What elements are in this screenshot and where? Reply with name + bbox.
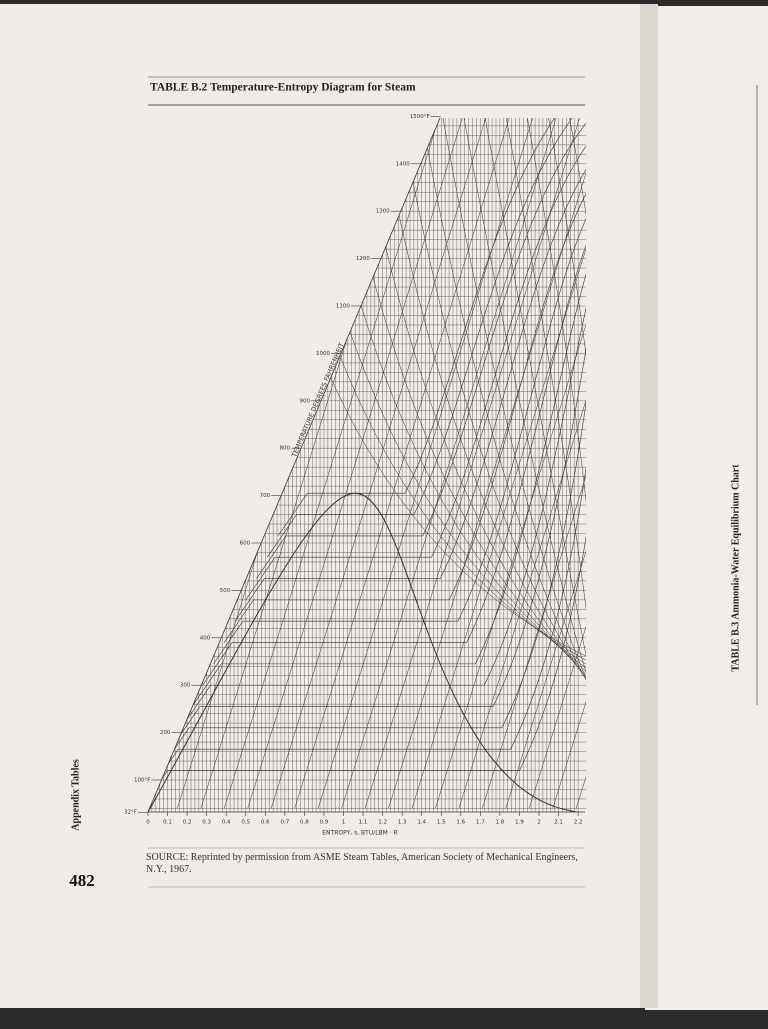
x-tick-label: 1.7 (476, 820, 485, 826)
x-tick-label: 0.7 (280, 820, 289, 826)
volume-curve (484, 118, 586, 714)
side-label: Appendix Tables (70, 759, 81, 831)
x-tick-label: 1.6 (456, 820, 465, 826)
source-box: SOURCE: Reprinted by permission from ASM… (146, 852, 578, 875)
x-tick-label: 0.1 (163, 820, 172, 826)
x-tick-label: 0.6 (261, 820, 270, 826)
pressure-curve (202, 215, 586, 686)
volume-curve (526, 118, 586, 724)
pressure-curve (223, 173, 586, 643)
x-tick-label: 1.3 (398, 820, 407, 826)
y-tick-label: 1400 (396, 161, 410, 167)
diagram: 0 0.1 0.2 0.3 0.4 0.5 0.6 0.7 0.8 0.9 1 1.1 1.2 1.3 1.… (124, 114, 586, 826)
pressure-curve (148, 343, 586, 812)
x-tick-label: 1.8 (496, 820, 505, 826)
x-tick-label: 0 (146, 820, 150, 826)
pressure-curve (148, 322, 586, 793)
volume-curve (400, 118, 586, 695)
right-page (645, 6, 768, 1010)
y-tick-label: 32°F (124, 810, 137, 816)
volume-curve (547, 118, 586, 728)
pressure-curve (191, 237, 586, 707)
y-tick-label: 200 (160, 730, 171, 736)
y-tick-label: 800 (280, 446, 291, 452)
x-tick-label: 0.9 (320, 820, 329, 826)
y-tick-label: 700 (260, 493, 271, 499)
y-tick-label: 300 (180, 683, 191, 689)
y-tick-label: 400 (200, 635, 211, 641)
y-tick-label: 1100 (336, 304, 350, 310)
y-tick-label: 100°F (134, 778, 150, 784)
volume-curve (442, 118, 586, 705)
y-tick-label: 600 (240, 541, 251, 547)
enthalpy-curve (528, 118, 586, 809)
x-tick-label: 0.8 (300, 820, 309, 826)
chart-lines (148, 118, 586, 812)
x-tick-label: 1.5 (437, 820, 446, 826)
x-tick-label: 0.2 (183, 820, 192, 826)
y-tick-label: 1000 (316, 351, 330, 357)
left-page (0, 4, 655, 1008)
x-axis-title: ENTROPY, s, BTU/LBM · R (322, 830, 397, 837)
pressure-curve (170, 279, 586, 750)
enthalpy-curve (552, 118, 586, 809)
source: SOURCE: Reprinted by permission from ASM… (146, 852, 578, 875)
y-tick-label: 900 (300, 398, 311, 404)
pressure-curve (159, 301, 586, 771)
volume-curve (505, 118, 586, 719)
x-tick-label: 2.2 (574, 820, 583, 826)
table-title: TABLE B.2 Temperature-Entropy Diagram fo… (150, 82, 416, 94)
volume-curve (463, 118, 586, 709)
pressure-curve (180, 258, 586, 729)
y-tick-label: 1300 (376, 209, 390, 215)
x-tick-label: 1.1 (359, 820, 368, 826)
x-tick-label: 1 (342, 820, 346, 826)
y-tick-label: 1200 (356, 256, 370, 262)
x-tick-label: 0.4 (222, 820, 231, 826)
saturation-dome (148, 492, 579, 812)
x-tick-label: 1.9 (515, 820, 524, 826)
next-page-title: TABLE B.3 Ammonia-Water Equilibrium Char… (730, 464, 741, 672)
enthalpy-curve (505, 118, 586, 809)
pressure-curve (267, 118, 586, 558)
y-tick-label: 1500°F (410, 114, 430, 120)
pressure-curve (234, 151, 586, 622)
volume-curve (379, 118, 586, 691)
boundary (147, 117, 441, 813)
x-tick-label: 2 (537, 820, 541, 826)
x-tick-label: 2.1 (554, 820, 563, 826)
pressure-curve (245, 130, 586, 601)
x-tick-label: 1.4 (417, 820, 426, 826)
pressure-curve (256, 118, 586, 579)
x-tick-label: 1.2 (378, 820, 387, 826)
gutter (640, 4, 658, 1008)
page-number: 482 (69, 871, 95, 890)
y-tick-label: 500 (220, 588, 231, 594)
volume-curve (421, 118, 586, 700)
x-tick-label: 0.5 (241, 820, 250, 826)
pressure-curve (213, 194, 586, 665)
x-tick-label: 0.3 (202, 820, 211, 826)
